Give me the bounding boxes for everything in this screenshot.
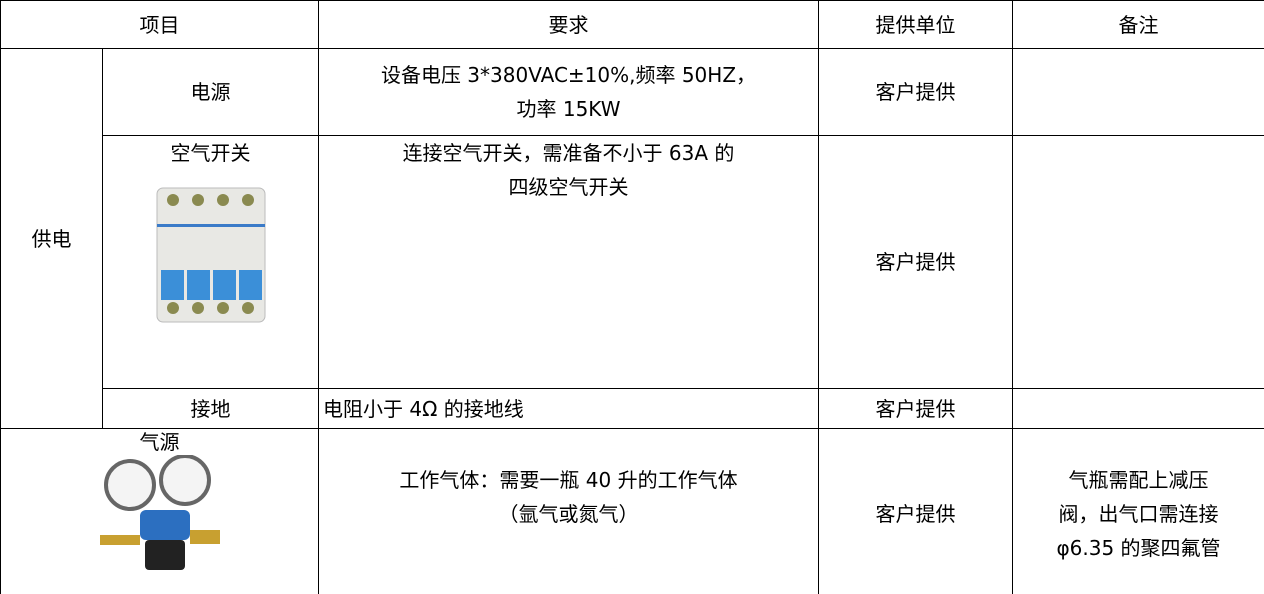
header-cell: 要求 <box>318 0 819 49</box>
text-line: 功率 15KW <box>516 97 621 121</box>
item-cell: 接地 <box>102 388 319 429</box>
provider-cell: 客户提供 <box>818 428 1013 594</box>
requirement-cell: 电阻小于 4Ω 的接地线 <box>318 388 819 429</box>
requirement-cell: 工作气体：需要一瓶 40 升的工作气体 （氩气或氮气） <box>318 428 819 594</box>
item-cell: 气源 <box>0 428 319 594</box>
item-text: 气源 <box>139 430 180 454</box>
provider-cell: 客户提供 <box>818 135 1013 389</box>
item-cell: 电源 <box>102 48 319 136</box>
text-line: （氩气或氮气） <box>498 501 639 526</box>
item-cell: 空气开关 <box>102 135 319 389</box>
row: 供电 电源 设备电压 3*380VAC±10%,频率 50HZ， 功率 15KW… <box>0 48 1264 429</box>
header-cell: 项目 <box>0 0 319 49</box>
requirement-cell: 连接空气开关，需准备不小于 63A 的 四级空气开关 <box>318 135 819 389</box>
row: 气源 工作气体：需要一瓶 40 升的工作气体 （氩气或氮气） 客户提供 气瓶需配… <box>0 428 1264 594</box>
group-cell: 供电 <box>0 48 103 429</box>
note-cell <box>1012 48 1264 136</box>
note-cell <box>1012 388 1264 429</box>
breaker-image <box>156 187 265 323</box>
text-line: 工作气体：需要一瓶 40 升的工作气体 <box>399 467 738 492</box>
text-line: φ6.35 的聚四氟管 <box>1056 535 1221 560</box>
provider-cell: 客户提供 <box>818 48 1013 136</box>
text-line: 气瓶需配上减压 <box>1068 467 1209 492</box>
header-row: 项目 要求 提供单位 备注 <box>0 0 1264 49</box>
text-line: 连接空气开关，需准备不小于 63A 的 <box>402 141 735 165</box>
text-line: 电阻小于 4Ω 的接地线 <box>323 396 524 421</box>
item-text: 空气开关 <box>170 141 251 165</box>
header-cell: 提供单位 <box>818 0 1013 49</box>
note-cell: 气瓶需配上减压 阀，出气口需连接 φ6.35 的聚四氟管 <box>1012 428 1264 594</box>
requirement-cell: 设备电压 3*380VAC±10%,频率 50HZ， 功率 15KW <box>318 48 819 136</box>
row: 空气开关 连接空气开关，需准备不小于 63A 的 四级空气开关 客户提供 <box>1 135 1264 389</box>
text-line: 设备电压 3*380VAC±10%,频率 50HZ， <box>380 63 757 87</box>
note-cell <box>1012 135 1264 389</box>
text-line: 四级空气开关 <box>508 175 629 199</box>
regulator-image <box>99 454 220 570</box>
text-line: 阀，出气口需连接 <box>1058 501 1219 526</box>
header-cell: 备注 <box>1012 0 1264 49</box>
row: 接地 电阻小于 4Ω 的接地线 客户提供 <box>1 388 1264 429</box>
provider-cell: 客户提供 <box>818 388 1013 429</box>
